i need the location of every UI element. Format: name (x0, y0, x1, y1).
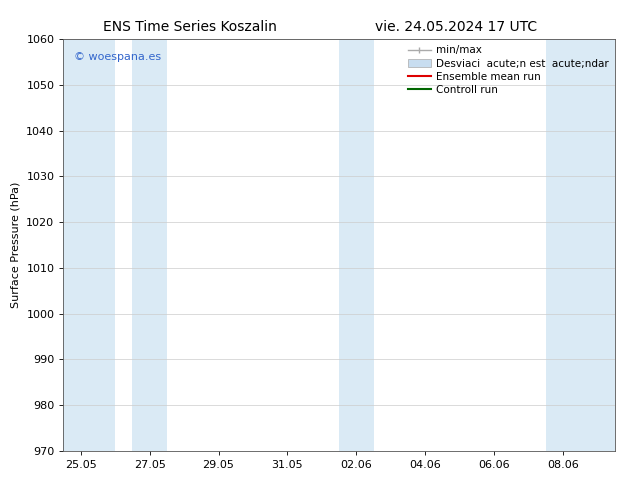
Bar (133, 39, 167, 451)
Text: vie. 24.05.2024 17 UTC: vie. 24.05.2024 17 UTC (375, 20, 538, 34)
Bar (546, 39, 615, 451)
Text: © woespana.es: © woespana.es (74, 51, 162, 62)
Legend: min/max, Desviaci  acute;n est  acute;ndar, Ensemble mean run, Controll run: min/max, Desviaci acute;n est acute;ndar… (404, 41, 613, 99)
Text: ENS Time Series Koszalin: ENS Time Series Koszalin (103, 20, 277, 34)
Y-axis label: Surface Pressure (hPa): Surface Pressure (hPa) (11, 182, 21, 308)
Bar (339, 39, 373, 451)
Bar (63, 39, 115, 451)
